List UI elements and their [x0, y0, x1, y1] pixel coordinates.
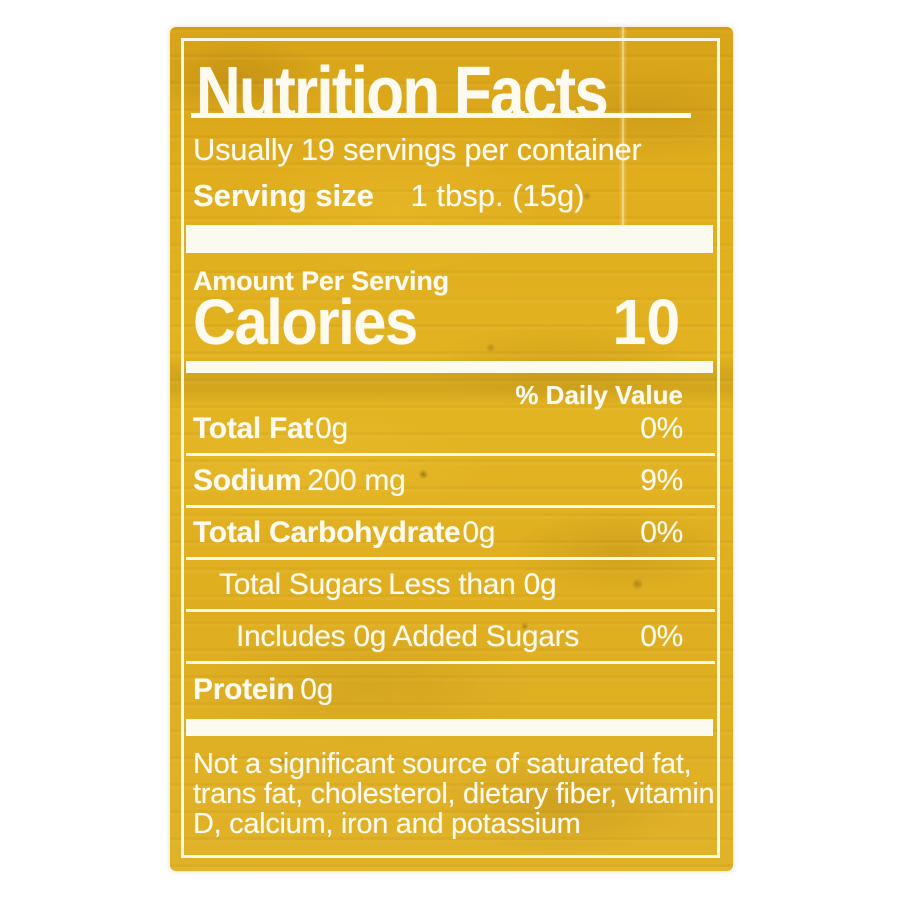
nutrient-dv: 9% [640, 463, 683, 497]
footnote: Not a significant source of saturated fa… [193, 748, 715, 840]
calories-label: Calories [193, 286, 418, 358]
footnote-line: D, calcium, iron and potassium [193, 808, 581, 840]
serving-size-line: Serving size 1 tbsp. (15g) [193, 178, 585, 214]
nutrient-name: Sodium [193, 463, 302, 497]
nutrient-dv: 0% [640, 619, 683, 653]
title-rule [191, 113, 691, 118]
nutrition-label: Nutrition Facts Usually 19 servings per … [170, 27, 733, 871]
amount-per-serving: Amount Per Serving [193, 266, 449, 296]
nutrient-name: Protein [193, 673, 295, 706]
nutrient-rows: Total Fat 0g 0% Sodium 200 mg 9% Total C… [186, 404, 715, 716]
nutrient-amount: 0g [300, 673, 334, 706]
row-protein: Protein 0g [186, 664, 715, 716]
nutrient-name: Total Carbohydrate [193, 515, 461, 549]
calories-row: Calories 10 [193, 290, 680, 354]
daily-value-header: % Daily Value [515, 380, 683, 410]
thick-divider-top [186, 225, 713, 253]
thick-divider-bottom [186, 719, 713, 736]
row-total-fat: Total Fat 0g 0% [186, 404, 715, 456]
row-sodium: Sodium 200 mg 9% [186, 456, 715, 508]
footnote-line: Not a significant source of saturated fa… [193, 748, 692, 780]
nutrient-amount: Less than 0g [388, 567, 557, 601]
nutrient-dv: 0% [640, 515, 683, 549]
nutrient-dv: 0% [640, 411, 683, 445]
row-added-sugars: Includes 0g Added Sugars 0% [186, 612, 715, 664]
serving-size-label: Serving size [193, 178, 374, 213]
footnote-line: trans fat, cholesterol, dietary fiber, v… [193, 778, 715, 810]
calories-value: 10 [612, 286, 680, 358]
row-total-sugars: Total Sugars Less than 0g [186, 560, 715, 612]
serving-size-value: 1 tbsp. (15g) [410, 178, 585, 213]
nutrient-name: Includes 0g Added Sugars [236, 619, 580, 653]
nutrient-amount: 200 mg [307, 463, 406, 497]
row-total-carbohydrate: Total Carbohydrate 0g 0% [186, 508, 715, 560]
nutrient-amount: 0g [462, 515, 496, 549]
nutrient-amount: 0g [315, 411, 348, 445]
label-title: Nutrition Facts [196, 53, 609, 133]
nutrient-name: Total Sugars [219, 567, 383, 601]
medium-divider [186, 361, 713, 373]
servings-per-container: Usually 19 servings per container [193, 132, 642, 167]
nutrient-name: Total Fat [193, 411, 314, 445]
